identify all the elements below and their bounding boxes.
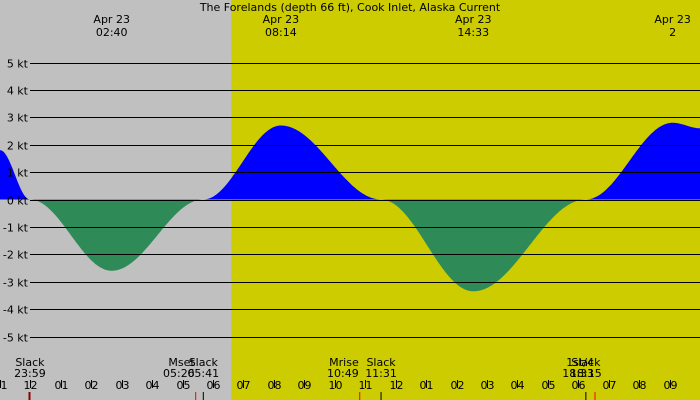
extremum-date-label: Apr 23 <box>93 13 130 26</box>
extremum-date-label: Apr 23 <box>654 13 691 26</box>
hour-tick-label: 05 <box>542 379 556 392</box>
hour-tick-label: 06 <box>572 379 586 392</box>
y-tick-label: -2 kt <box>3 249 29 262</box>
event-label: Mset <box>168 356 195 369</box>
hour-tick-label: 04 <box>146 379 160 392</box>
hour-tick-label: 07 <box>603 379 617 392</box>
hour-tick-label: 09 <box>298 379 312 392</box>
hour-tick-label: 08 <box>633 379 647 392</box>
event-time-label: 05:26 <box>163 367 195 380</box>
hour-tick-label: 02 <box>85 379 99 392</box>
extremum-time-label: 2 <box>669 26 676 39</box>
hour-tick-label: 09 <box>664 379 678 392</box>
y-tick-label: -4 kt <box>3 304 29 317</box>
hour-tick-label: 05 <box>177 379 191 392</box>
hour-tick-label: 01 <box>420 379 434 392</box>
event-label: Slack <box>15 356 45 369</box>
event-time-label: 23:59 <box>14 367 46 380</box>
hour-axis: 11 12 01 02 03 04 05 06 07 08 09 10 11 12 01 02 03 04 05 06… <box>0 379 678 400</box>
event-label: Slack <box>366 356 396 369</box>
y-tick-label: 3 kt <box>7 112 29 125</box>
hour-tick-label: 04 <box>511 379 525 392</box>
extremum-date-label: Apr 23 <box>455 13 492 26</box>
event-labels: Slack23:59Mset05:26Slack05:41Mrise10:49S… <box>14 356 602 400</box>
y-tick-label: -5 kt <box>3 332 29 345</box>
hour-tick-label: 10 <box>329 379 343 392</box>
hour-tick-label: 03 <box>481 379 495 392</box>
event-time-label: 10:49 <box>327 367 359 380</box>
event-time-label: 18:15 <box>570 367 602 380</box>
hour-tick-label: 02 <box>451 379 465 392</box>
hour-tick-label: 08 <box>268 379 282 392</box>
chart-title: The Forelands (depth 66 ft), Cook Inlet,… <box>199 1 501 14</box>
hour-tick-label: 12 <box>24 379 38 392</box>
hour-tick-label: 11 <box>0 379 8 392</box>
event-label: Mrise <box>329 356 359 369</box>
hour-tick-label: 03 <box>116 379 130 392</box>
extremum-time-label: 08:14 <box>265 26 297 39</box>
y-tick-label: -1 kt <box>3 222 29 235</box>
flood-current-area <box>0 122 700 200</box>
event-time-label: 11:31 <box>365 367 397 380</box>
event-time-label: 05:41 <box>187 367 219 380</box>
y-tick-label: 1 kt <box>7 167 29 180</box>
ebb-current-area <box>0 199 700 292</box>
event-label: Slack <box>571 356 601 369</box>
hour-tick-label: 01 <box>55 379 69 392</box>
grid-lines <box>30 63 700 338</box>
y-tick-label: 5 kt <box>7 58 29 71</box>
event-label: 1st/4 <box>566 356 594 369</box>
y-tick-label: 2 kt <box>7 140 29 153</box>
event-time-label: 18:33 <box>562 367 594 380</box>
extremum-time-label: 02:40 <box>96 26 128 39</box>
hour-tick-label: 11 <box>359 379 373 392</box>
extremum-date-label: Apr 23 <box>263 13 300 26</box>
y-tick-label: -3 kt <box>3 277 29 290</box>
hour-tick-label: 07 <box>237 379 251 392</box>
extremum-time-label: 14:33 <box>457 26 489 39</box>
y-tick-label: 0 kt <box>7 195 29 208</box>
event-label: Slack <box>189 356 219 369</box>
hour-tick-label: 06 <box>207 379 221 392</box>
y-axis-labels: 5 kt 4 kt 3 kt 2 kt 1 kt 0 kt -1 kt -2 kt -3 kt -… <box>3 58 29 345</box>
hour-tick-label: 12 <box>390 379 404 392</box>
y-tick-label: 4 kt <box>7 85 29 98</box>
